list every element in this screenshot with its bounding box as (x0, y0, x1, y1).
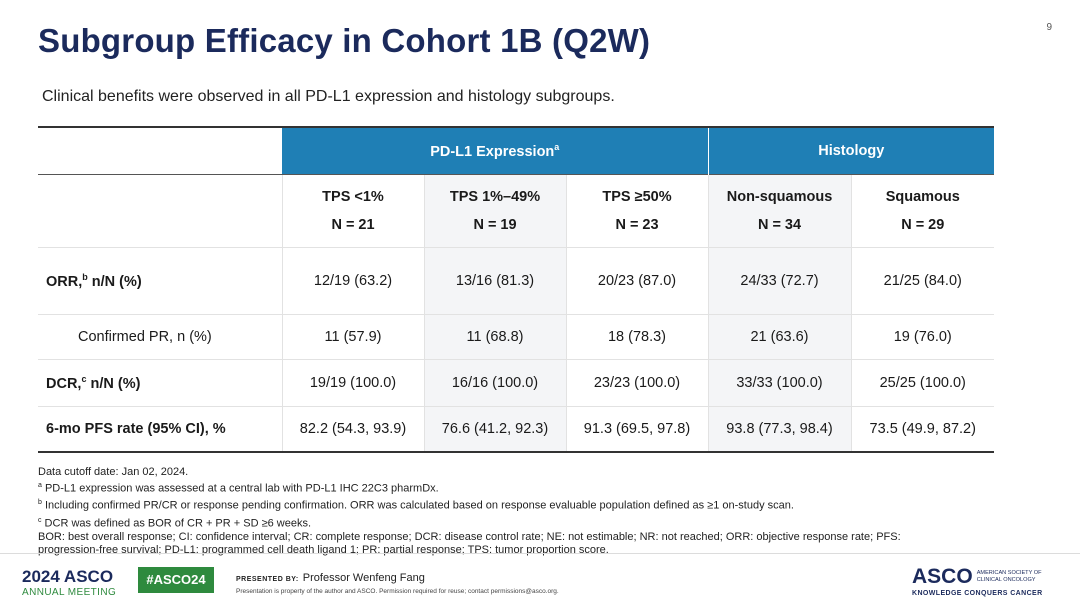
column-header: Squamous N = 29 (850, 174, 994, 248)
slide-title: Subgroup Efficacy in Cohort 1B (Q2W) (38, 22, 651, 59)
table-cell: 11 (57.9) (281, 314, 424, 360)
group-header-row: PD-L1 Expressiona Histology (38, 128, 994, 175)
table-cell: 25/25 (100.0) (850, 359, 994, 407)
page-number: 9 (1046, 22, 1052, 33)
table-cell: 16/16 (100.0) (423, 359, 566, 407)
asco-society-logo: ASCO AMERICAN SOCIETY OF CLINICAL ONCOLOGY… (912, 565, 1043, 597)
footnote-c: c DCR was defined as BOR of CR + PR + SD… (38, 516, 312, 530)
table-cell: 91.3 (69.5, 97.8) (565, 406, 708, 453)
table-cell: 82.2 (54.3, 93.9) (281, 406, 424, 453)
table-cell: 21/25 (84.0) (850, 247, 994, 315)
footnote-cutoff: Data cutoff date: Jan 02, 2024. (38, 466, 189, 478)
presenter-credit: PRESENTED BY: Professor Wenfeng Fang (236, 572, 425, 584)
table-cell: 23/23 (100.0) (565, 359, 708, 407)
table-cell: 33/33 (100.0) (707, 359, 851, 407)
row-label: ORR,b n/N (%) (38, 247, 282, 315)
table-cell: 18 (78.3) (565, 314, 708, 360)
table-cell: 19 (76.0) (850, 314, 994, 360)
table-row: Confirmed PR, n (%) 11 (57.9) 11 (68.8) … (38, 314, 994, 360)
pdl1-group-header: PD-L1 Expressiona (282, 128, 709, 175)
efficacy-table: PD-L1 Expressiona Histology TPS <1% N = 2… (38, 126, 994, 453)
column-header: Non-squamous N = 34 (707, 174, 851, 248)
row-label: 6-mo PFS rate (95% CI), % (38, 406, 282, 453)
footnote-a: a PD-L1 expression was assessed at a cen… (38, 482, 439, 496)
table-cell: 93.8 (77.3, 98.4) (707, 406, 851, 453)
row-label: Confirmed PR, n (%) (38, 314, 282, 360)
table-cell: 13/16 (81.3) (423, 247, 566, 315)
column-header: TPS 1%–49% N = 19 (423, 174, 566, 248)
meeting-logo: 2024 ASCO ANNUAL MEETING (22, 567, 117, 598)
table-cell: 24/33 (72.7) (707, 247, 851, 315)
footnote-abbreviations: BOR: best overall response; CI: confiden… (38, 530, 901, 543)
table-cell: 21 (63.6) (707, 314, 851, 360)
table-cell: 73.5 (49.9, 87.2) (850, 406, 994, 453)
table-cell: 11 (68.8) (423, 314, 566, 360)
column-header: TPS ≥50% N = 23 (565, 174, 708, 248)
slide-subtitle: Clinical benefits were observed in all P… (42, 88, 615, 105)
table-row: 6-mo PFS rate (95% CI), % 82.2 (54.3, 93… (38, 406, 994, 453)
table-row: DCR,c n/N (%) 19/19 (100.0) 16/16 (100.0… (38, 359, 994, 407)
footnotes: Data cutoff date: Jan 02, 2024. a PD-L1 … (38, 466, 1048, 557)
table-cell: 19/19 (100.0) (281, 359, 424, 407)
reuse-notice: Presentation is property of the author a… (236, 588, 559, 595)
column-header-row: TPS <1% N = 21 TPS 1%–49% N = 19 TPS ≥50% N… (38, 174, 994, 248)
footnote-b: b Including confirmed PR/CR or response … (38, 499, 794, 513)
table-row: ORR,b n/N (%) 12/19 (63.2) 13/16 (81.3) … (38, 247, 994, 315)
histology-group-header: Histology (708, 128, 994, 175)
table-cell: 12/19 (63.2) (281, 247, 424, 315)
row-label: DCR,c n/N (%) (38, 359, 282, 407)
table-cell: 20/23 (87.0) (565, 247, 708, 315)
hashtag-badge: #ASCO24 (138, 567, 214, 593)
table-cell: 76.6 (41.2, 92.3) (423, 406, 566, 453)
column-header: TPS <1% N = 21 (281, 174, 424, 248)
footnote-abbreviations-cont: progression-free survival; PD-L1: progra… (38, 544, 609, 556)
footer-divider (0, 553, 1080, 554)
